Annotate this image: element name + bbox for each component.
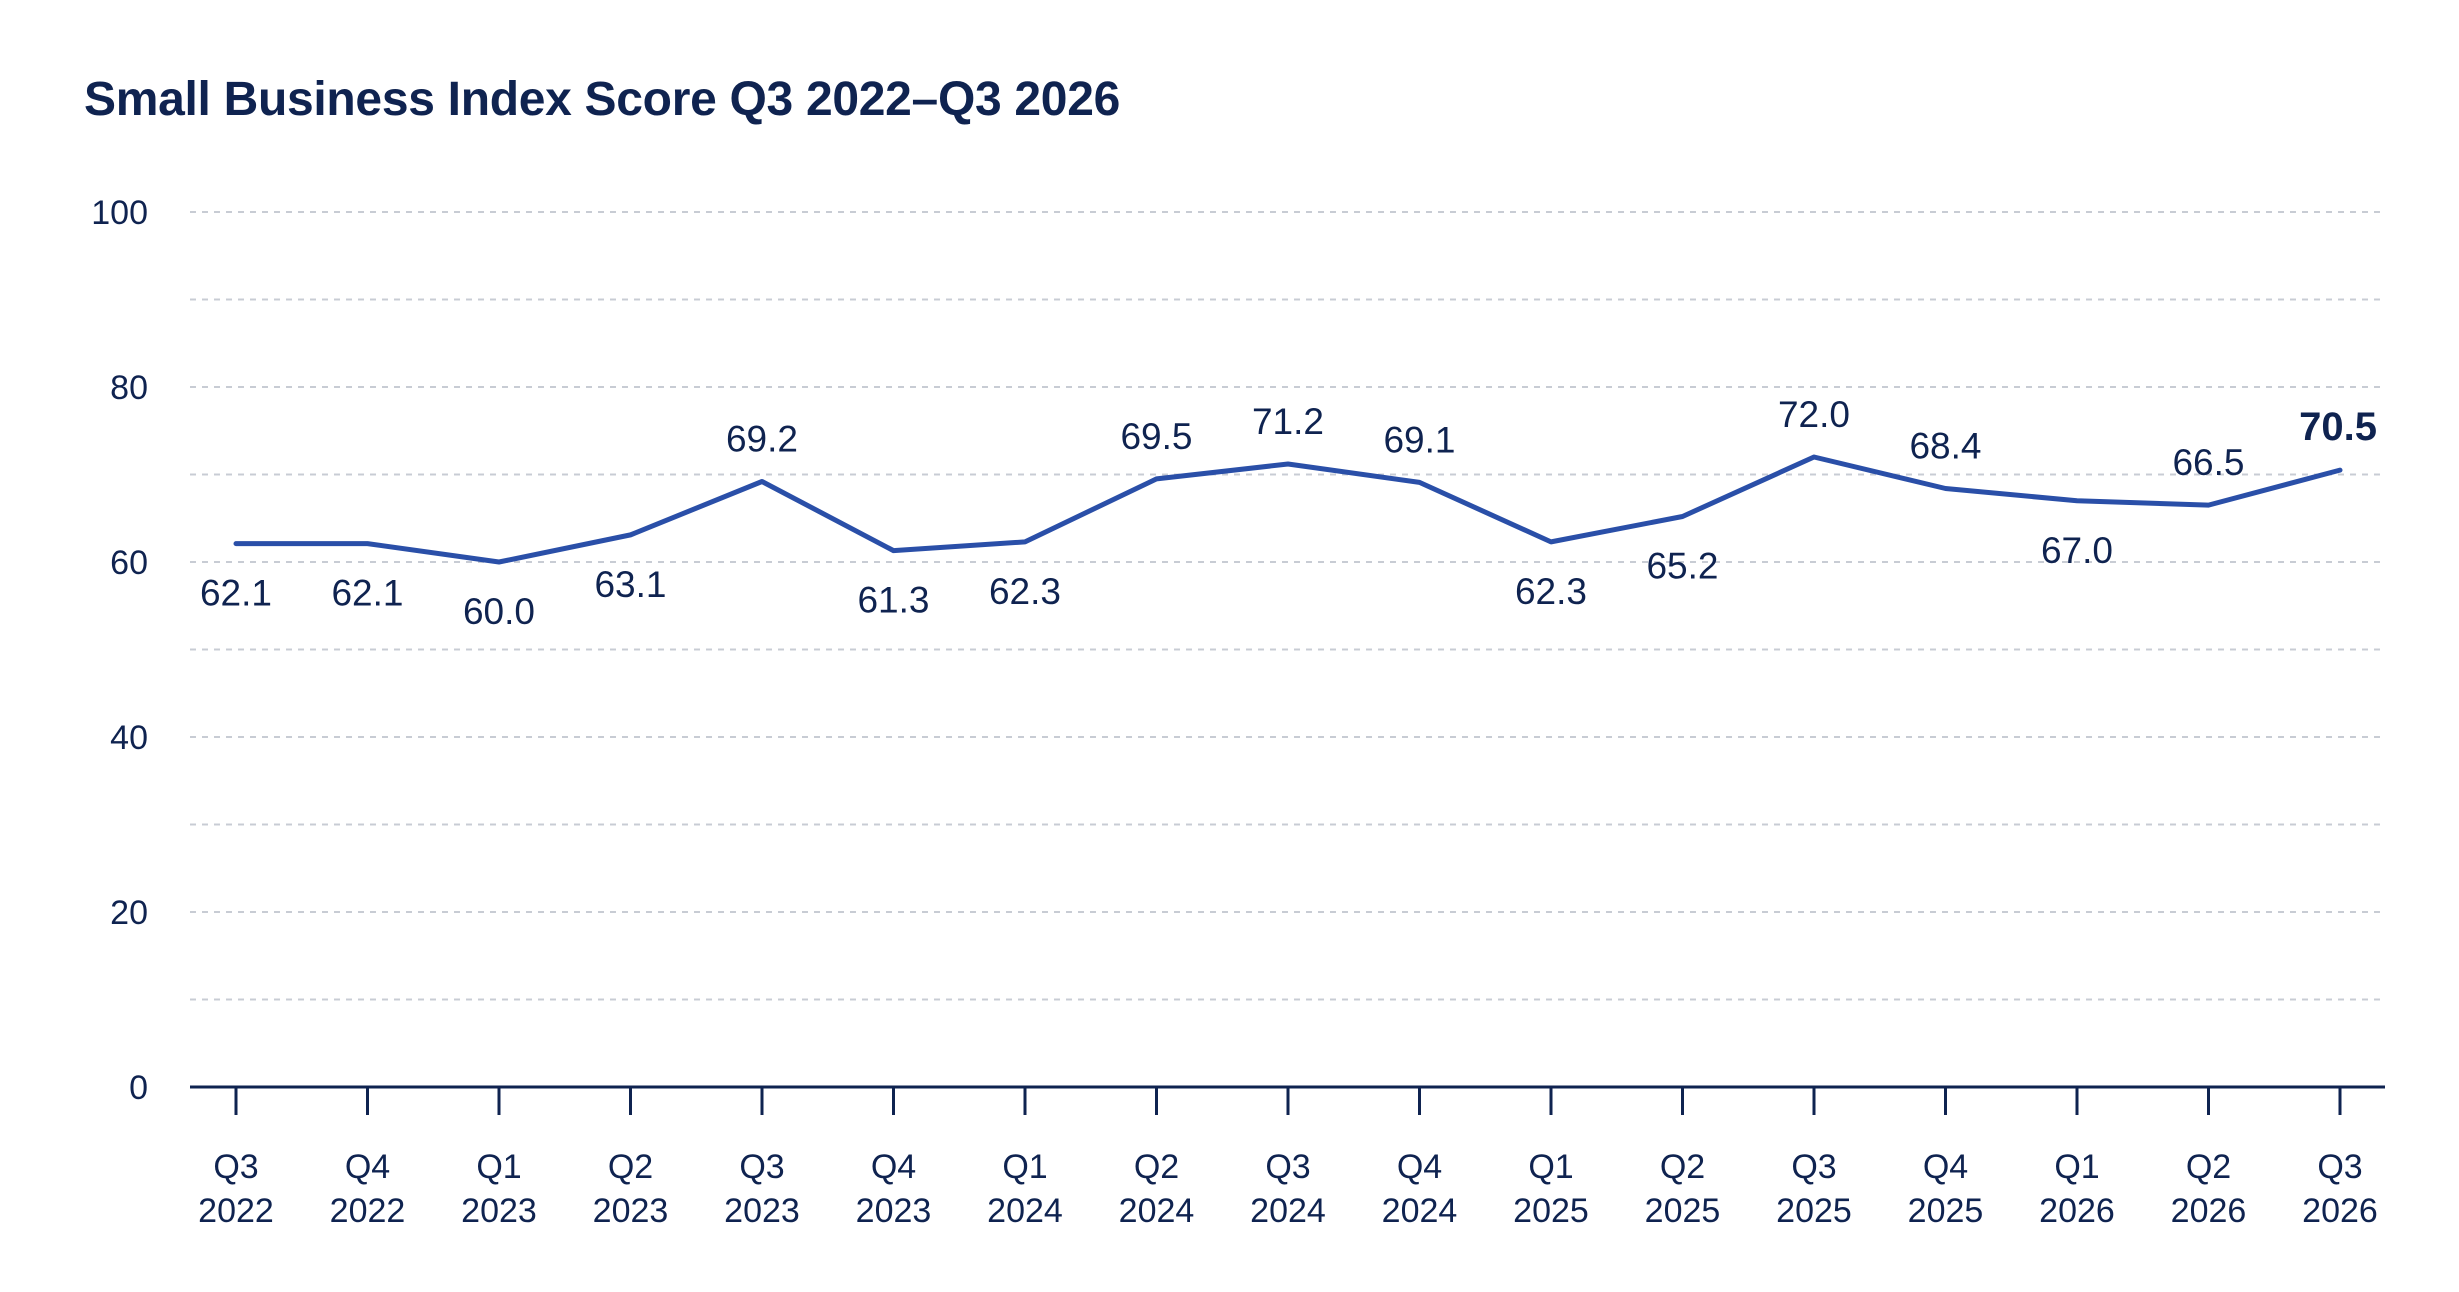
y-tick-label: 40 [110, 719, 148, 757]
x-tick-label-year: 2024 [1119, 1192, 1195, 1230]
x-tick-label-quarter: Q1 [2054, 1148, 2099, 1186]
data-label: 65.2 [1646, 546, 1718, 587]
x-tick-label-quarter: Q4 [1923, 1148, 1968, 1186]
data-label: 71.2 [1252, 401, 1324, 442]
x-tick-label-year: 2023 [461, 1192, 537, 1230]
data-label: 62.1 [200, 573, 272, 614]
y-tick-label: 60 [110, 544, 148, 582]
series-line-path [233, 454, 2343, 565]
data-labels: 62.1 62.1 60.0 63.1 69.2 61.3 62.3 69.5 71.2 69.1… [200, 394, 2377, 632]
x-tick-label-year: 2022 [330, 1192, 406, 1230]
x-tick-label-year: 2026 [2171, 1192, 2247, 1230]
x-tick-label-year: 2023 [856, 1192, 932, 1230]
x-tick-label-quarter: Q3 [2317, 1148, 2362, 1186]
series-line [233, 454, 2343, 565]
x-tick-label-quarter: Q3 [1265, 1148, 1310, 1186]
gridlines [190, 211, 2385, 1001]
data-label: 61.3 [857, 580, 929, 621]
x-tick-label-quarter: Q1 [1528, 1148, 1573, 1186]
data-label: 66.5 [2172, 442, 2244, 483]
data-label: 63.1 [594, 564, 666, 605]
data-label: 69.2 [726, 419, 798, 460]
data-label: 69.5 [1120, 416, 1192, 457]
y-tick-label: 80 [110, 369, 148, 407]
x-tick-label-quarter: Q1 [1002, 1148, 1047, 1186]
x-tick-label-year: 2023 [724, 1192, 800, 1230]
x-axis: Q3 2022 Q4 2022 Q1 2023 Q2 2023 Q3 2023 Q4 2023 Q1 20… [190, 1085, 2385, 1230]
data-label: 62.3 [989, 571, 1061, 612]
x-tick-label-year: 2024 [987, 1192, 1063, 1230]
x-tick-label-year: 2025 [1645, 1192, 1721, 1230]
x-tick-label-year: 2026 [2039, 1192, 2115, 1230]
x-tick-label-quarter: Q2 [1660, 1148, 1705, 1186]
x-tick-label-year: 2025 [1776, 1192, 1852, 1230]
x-tick-label-year: 2025 [1908, 1192, 1984, 1230]
x-tick-label-quarter: Q1 [476, 1148, 521, 1186]
x-tick-label-quarter: Q2 [1134, 1148, 1179, 1186]
data-label: 67.0 [2041, 530, 2113, 571]
x-tick-label-quarter: Q3 [739, 1148, 784, 1186]
x-tick-label-quarter: Q3 [213, 1148, 258, 1186]
y-tick-label: 100 [91, 194, 148, 232]
x-tick-label-quarter: Q2 [2186, 1148, 2231, 1186]
x-tick-label-quarter: Q4 [345, 1148, 390, 1186]
x-tick-label-quarter: Q4 [871, 1148, 916, 1186]
data-label: 62.1 [331, 573, 403, 614]
x-tick-label-year: 2024 [1382, 1192, 1458, 1230]
data-label: 70.5 [2299, 405, 2377, 449]
x-tick-label-quarter: Q4 [1397, 1148, 1442, 1186]
data-label: 68.4 [1909, 426, 1981, 467]
data-label: 62.3 [1515, 571, 1587, 612]
x-tick-label-quarter: Q2 [608, 1148, 653, 1186]
y-tick-label: 20 [110, 894, 148, 932]
x-tick-label-year: 2022 [198, 1192, 274, 1230]
x-tick-label-year: 2024 [1250, 1192, 1326, 1230]
data-label: 60.0 [463, 591, 535, 632]
chart-title: Small Business Index Score Q3 2022–Q3 20… [84, 73, 1120, 126]
y-tick-label: 0 [129, 1069, 148, 1107]
data-label: 69.1 [1383, 419, 1455, 460]
data-label: 72.0 [1778, 394, 1850, 435]
x-tick-label-year: 2026 [2302, 1192, 2378, 1230]
y-axis-ticks: 0 20 40 60 80 100 [91, 194, 148, 1107]
x-tick-label-quarter: Q3 [1791, 1148, 1836, 1186]
x-tick-label-year: 2023 [593, 1192, 669, 1230]
x-tick-label-year: 2025 [1513, 1192, 1589, 1230]
